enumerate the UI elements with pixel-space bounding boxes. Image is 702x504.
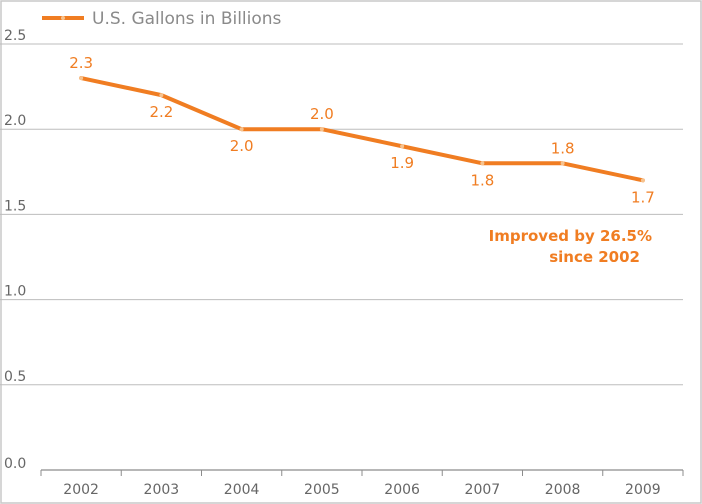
data-label: 1.8: [470, 171, 494, 189]
data-label: 1.7: [631, 188, 655, 206]
x-tick-label: 2002: [63, 482, 99, 498]
data-label: 1.9: [390, 154, 414, 172]
series-line: [79, 76, 645, 183]
data-label: 2.0: [230, 137, 254, 155]
legend-marker: [61, 16, 65, 20]
data-point: [239, 127, 244, 132]
y-tick-label: 1.0: [4, 284, 26, 300]
data-point: [560, 161, 565, 166]
x-tick-label: 2005: [304, 482, 340, 498]
legend-label: U.S. Gallons in Billions: [92, 9, 282, 29]
data-point: [480, 161, 485, 166]
x-tick-label: 2007: [465, 482, 501, 498]
y-tick-label: 0.0: [4, 456, 26, 472]
data-label: 2.0: [310, 105, 334, 123]
data-point: [640, 178, 645, 183]
y-tick-label: 1.5: [4, 198, 26, 214]
y-tick-label: 2.5: [4, 28, 26, 44]
y-tick-label: 0.5: [4, 369, 26, 385]
data-label: 2.3: [69, 54, 93, 72]
x-tick-label: 2003: [144, 482, 180, 498]
data-label: 1.8: [551, 139, 575, 157]
annotation-line-1: Improved by 26.5%: [489, 227, 652, 245]
x-tick-label: 2008: [545, 482, 581, 498]
legend: U.S. Gallons in Billions: [42, 9, 282, 29]
grid-lines: [0, 43, 683, 386]
y-axis-ticks: 0.0 0.5 1.0 1.5 2.0 2.5: [4, 28, 26, 472]
annotation-line-2: since 2002: [549, 248, 640, 266]
data-point: [79, 76, 84, 81]
x-tick-label: 2006: [384, 482, 420, 498]
y-tick-label: 2.0: [4, 113, 26, 129]
x-axis-ticks: 2002 2003 2004 2005 2006 2007 2008 2009: [40, 470, 684, 498]
data-point: [400, 144, 405, 149]
data-label: 2.2: [149, 103, 173, 121]
data-point: [319, 127, 324, 132]
data-point: [159, 93, 164, 98]
x-tick-label: 2009: [625, 482, 661, 498]
series-group: 2.3 2.2 2.0 2.0 1.9 1.8 1.8 1.7: [69, 54, 655, 206]
x-tick-label: 2004: [224, 482, 260, 498]
